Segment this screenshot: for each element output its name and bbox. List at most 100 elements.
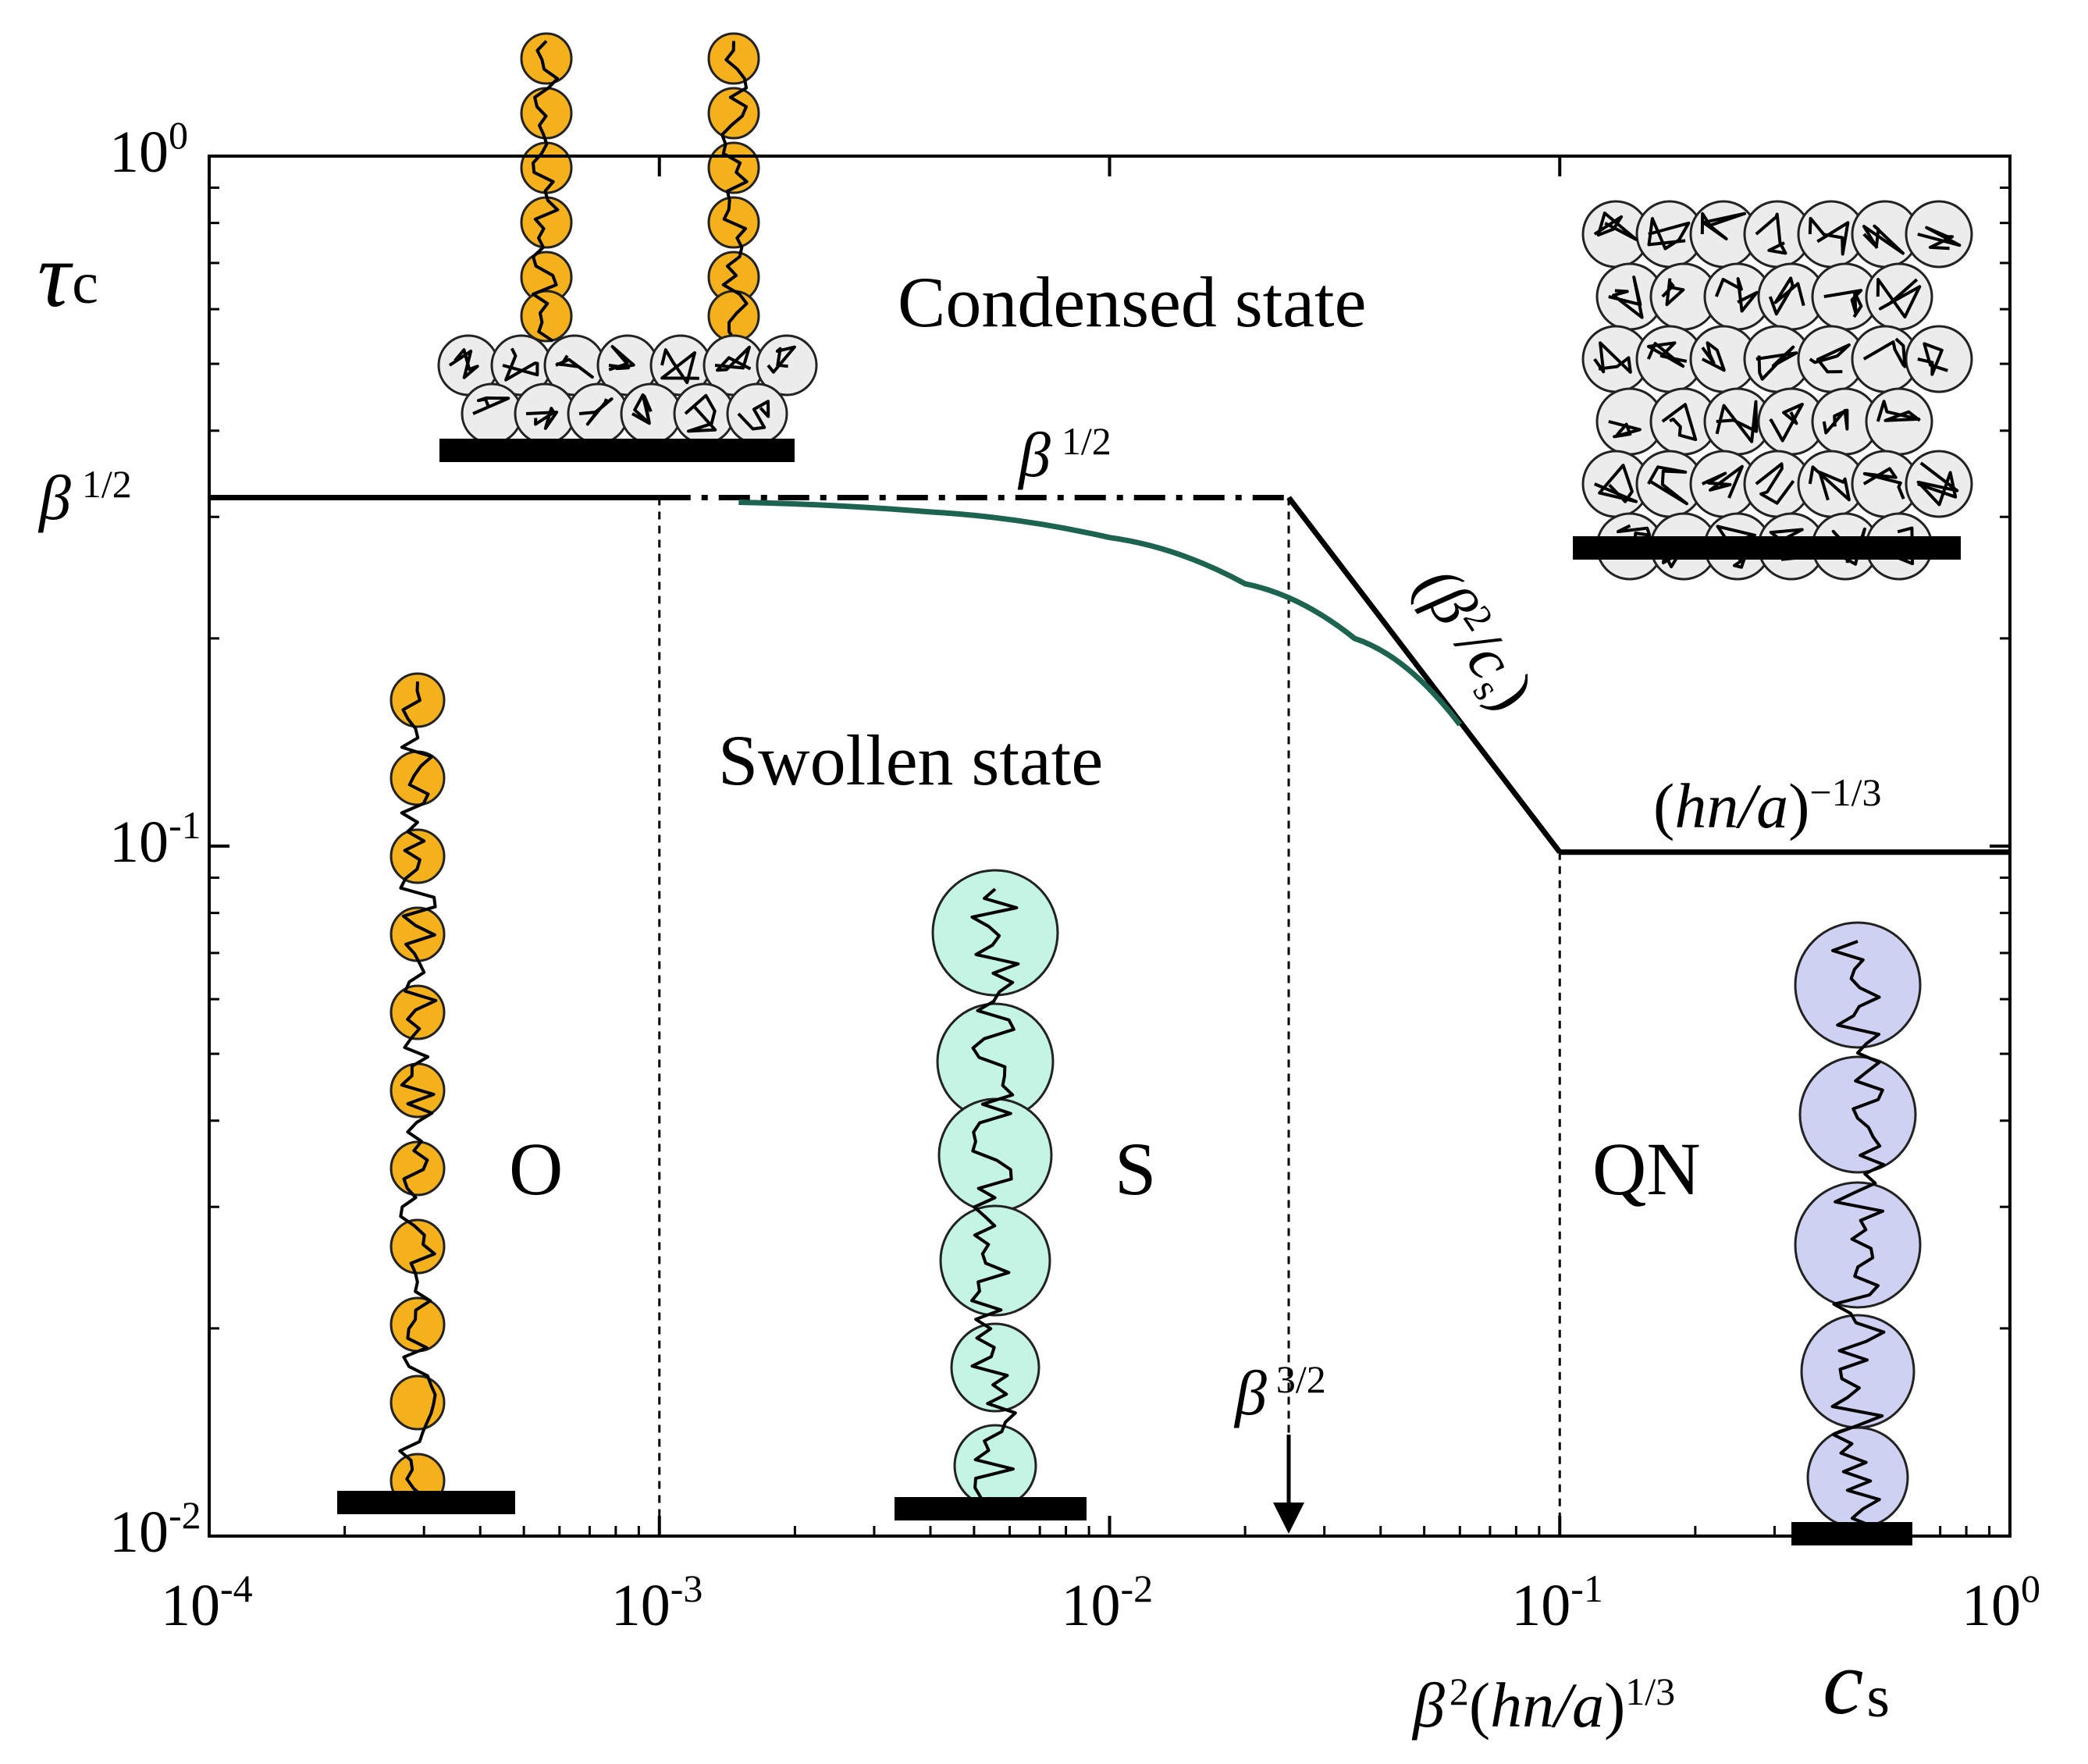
x-tick-exp: -1: [1570, 1567, 1603, 1610]
blob-circle: [389, 906, 446, 962]
blob-circle: [950, 1322, 1040, 1413]
chain-path: [714, 345, 752, 372]
chain-path: [578, 397, 614, 426]
chain-path: [660, 348, 699, 385]
chain-path: [1700, 212, 1747, 240]
grafting-surface: [1791, 1522, 1912, 1545]
x-tick-label: 100: [1962, 1567, 2040, 1638]
chain-path: [1917, 226, 1962, 251]
y-tick-exp: -1: [169, 803, 201, 847]
y-tick-base: 10: [109, 809, 169, 875]
grafting-surface: [337, 1491, 515, 1514]
arrow-annotation: β 3/2: [1233, 1357, 1326, 1428]
blob-circle: [620, 382, 682, 445]
chain-path: [1647, 217, 1691, 251]
plateau-annotation: β 1/2: [1017, 419, 1112, 490]
grafting-surface: [1573, 536, 1961, 560]
chain-path: [472, 396, 510, 415]
x-tick-exp: -2: [1121, 1567, 1154, 1610]
y-tick-base: 10: [109, 119, 169, 185]
phase-boundaries: [209, 494, 2010, 855]
swollen-state-label: Swollen state: [718, 720, 1103, 800]
chain-path: [1593, 212, 1638, 241]
x-tick-label: 10-1: [1511, 1567, 1603, 1638]
chain-path: [1646, 341, 1688, 368]
x-tick-label: 10-4: [161, 1567, 253, 1638]
chain-path: [1862, 467, 1905, 500]
y-tick-base: 10: [109, 1499, 169, 1565]
blob-circle: [1905, 450, 1973, 518]
x-tick-base: 10: [1511, 1573, 1570, 1638]
blob-circle: [389, 1375, 446, 1431]
schematics: [337, 32, 1973, 1545]
chain-path: [1830, 940, 1886, 1529]
blob-circle: [1798, 1055, 1917, 1174]
chain-path: [1593, 341, 1632, 374]
blob-circle: [1794, 1181, 1922, 1309]
grafting-surface: [895, 1497, 1087, 1520]
x-tick-exp: 0: [2021, 1567, 2040, 1610]
brush-schematic-S: [895, 869, 1087, 1520]
region-separators: [658, 497, 1561, 1536]
x-tick-label: 10-2: [1062, 1567, 1154, 1638]
chain-path: [555, 354, 594, 379]
x-tick-label: 10-3: [611, 1567, 703, 1638]
chain-path: [1808, 216, 1850, 256]
chain-path: [1608, 420, 1642, 439]
chain-path: [1808, 465, 1851, 502]
chain-path: [970, 887, 1020, 1508]
y-tick-label: 100: [109, 113, 188, 185]
chain-path: [1594, 464, 1638, 503]
chain-path: [1755, 345, 1798, 381]
chain-path: [1862, 337, 1907, 368]
chain-path: [1917, 342, 1948, 376]
series-boundary-decay: [1286, 496, 1563, 854]
blob-circle: [707, 141, 760, 194]
blob-circle: [707, 32, 760, 85]
condensed-schematic-right: [1573, 200, 1973, 581]
chain-path: [1809, 343, 1851, 374]
chain-path: [1661, 278, 1685, 307]
chain-path: [1608, 276, 1644, 319]
chain-path: [1876, 400, 1921, 422]
x-tick-base: 10: [1962, 1573, 2021, 1638]
chain-path: [1862, 224, 1905, 255]
x-tick-exp: -3: [671, 1567, 703, 1610]
chain-path: [398, 681, 438, 1508]
chain-path: [1916, 461, 1959, 507]
blob-circle: [389, 1218, 446, 1275]
brush-schematic-QN: [1791, 921, 1922, 1545]
blob-circle: [520, 196, 573, 249]
chain-path: [1755, 462, 1795, 505]
grafting-surface: [439, 439, 795, 462]
chain-path: [1701, 464, 1744, 499]
condensed-state-label: Condensed state: [898, 262, 1366, 342]
condensed-schematic-left: [437, 32, 818, 462]
chain-path: [1822, 408, 1849, 435]
chain-path: [1715, 400, 1759, 443]
blob-circle: [389, 750, 446, 806]
chain-path: [608, 345, 635, 372]
chain-path: [1716, 525, 1757, 569]
blob-circle: [520, 87, 573, 140]
blob-circle: [673, 382, 735, 445]
chain-path: [1755, 212, 1787, 255]
down-arrow-icon: [1273, 1435, 1305, 1534]
blob-circle: [520, 141, 573, 194]
brush-schematic-O: [337, 672, 515, 1514]
chain-path: [631, 393, 653, 425]
y-tick-exp: 0: [169, 113, 188, 157]
blob-circle: [389, 828, 446, 884]
chain-path: [532, 40, 560, 343]
arrow-head: [1273, 1503, 1305, 1534]
blob-circle: [520, 290, 573, 343]
x-axis-label: cs: [1823, 1631, 1890, 1734]
blob-circle: [1865, 387, 1933, 456]
high-salt-annotation: (hn/a)−1/3: [1653, 770, 1882, 841]
region-label-O: O: [509, 1127, 563, 1211]
chain-path: [737, 400, 770, 431]
chain-path: [720, 41, 749, 343]
y-tick-label: 10-1: [109, 803, 201, 875]
region-label-QN: QN: [1592, 1127, 1701, 1211]
